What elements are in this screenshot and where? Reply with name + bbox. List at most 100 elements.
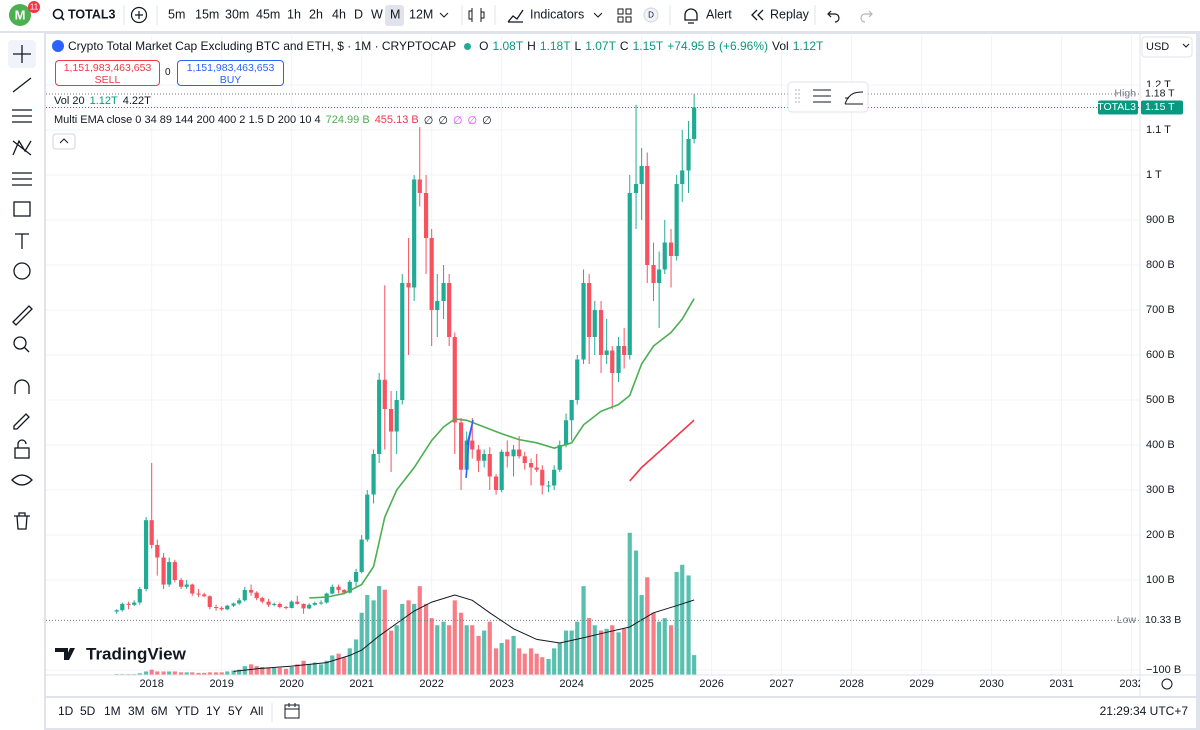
candle-body [557, 445, 562, 470]
x-tick-label: 2032 [1119, 678, 1143, 690]
price-marker-label-bg [1141, 613, 1183, 628]
symbol[interactable]: TOTAL3 [68, 7, 116, 21]
replay-icon[interactable] [751, 9, 764, 21]
collapse-legend[interactable] [52, 133, 76, 150]
candle-body [417, 179, 422, 193]
indicators-icon[interactable] [507, 9, 524, 23]
interval-button[interactable]: W [371, 7, 383, 21]
price-marker-label: 10.33 B [1145, 614, 1181, 626]
crosshair-tool[interactable] [13, 45, 31, 63]
goto-date[interactable] [284, 703, 300, 719]
alert-button[interactable]: Alert [706, 7, 732, 21]
undo[interactable] [827, 10, 840, 23]
lock-tool[interactable] [14, 447, 30, 459]
volume-bar [592, 625, 597, 675]
replay-button[interactable]: Replay [770, 7, 810, 21]
measure-tool[interactable] [12, 305, 33, 326]
candle-body [622, 345, 627, 355]
widget-data-window[interactable] [844, 91, 864, 105]
interval-button[interactable]: 12M [409, 7, 433, 21]
avatar[interactable] [9, 4, 31, 26]
range-button[interactable]: 3M [128, 704, 145, 718]
candle-body [149, 520, 154, 545]
change: +74.95 B (+6.96%) [667, 39, 768, 53]
collapse-chevron [59, 138, 69, 144]
pattern-tool[interactable] [12, 139, 32, 156]
candle-body [552, 469, 557, 486]
bottom-bar: 21:29:34 UTC+7 1D 5D 1M 3M 6M YTD 1Y 5Y All [58, 703, 1188, 722]
range-button[interactable]: 1M [104, 704, 121, 718]
currency-box[interactable] [1141, 36, 1193, 58]
compare-icon[interactable] [130, 6, 148, 24]
price-marker-name: TOTAL3 [1097, 101, 1136, 113]
candle-body [487, 454, 492, 477]
candle-body [429, 237, 434, 310]
interval-button[interactable]: 30m [225, 7, 249, 21]
range-button[interactable]: 1Y [206, 704, 221, 718]
prediction-tool[interactable] [12, 172, 32, 186]
sell-button[interactable]: 1,151,983,463,653 SELL [55, 60, 160, 86]
interval-button[interactable]: D [354, 7, 363, 21]
text-tool[interactable] [15, 233, 29, 249]
interval-button[interactable]: 1h [287, 7, 301, 21]
ema-line [629, 419, 695, 482]
indicators-chevron[interactable] [593, 12, 603, 18]
volume-bar [137, 673, 142, 675]
candle-body [202, 594, 207, 597]
x-tick-label: 2020 [279, 678, 303, 690]
interval-button[interactable]: 15m [195, 7, 219, 21]
y-tick-label: 500 B [1146, 394, 1175, 406]
shape-tool[interactable] [13, 201, 31, 217]
candle-body [347, 581, 352, 593]
candle-body [126, 603, 131, 605]
search-icon[interactable] [52, 8, 64, 20]
x-tick-label: 2019 [209, 678, 233, 690]
volume-bar [458, 612, 464, 675]
indicators-button[interactable]: Indicators [530, 7, 584, 21]
interval-button[interactable]: 2h [309, 7, 323, 21]
zoom-tool[interactable] [13, 336, 27, 350]
magnet-tool[interactable] [14, 379, 30, 394]
widget-object-tree[interactable] [813, 89, 831, 103]
range-button[interactable]: 5Y [228, 704, 243, 718]
axis-settings[interactable] [1161, 678, 1173, 690]
interval-button[interactable]: 4h [332, 7, 346, 21]
interval-button[interactable]: 5m [168, 7, 185, 21]
range-button[interactable]: All [250, 704, 263, 718]
candle-body [277, 603, 282, 608]
volume-bar [301, 660, 306, 675]
vol-label: Vol [772, 39, 789, 53]
range-button[interactable]: 1D [58, 704, 74, 718]
user-drawing[interactable] [465, 419, 474, 479]
redo[interactable] [860, 10, 873, 23]
chart-type-icon[interactable] [468, 8, 485, 22]
volume-bar [657, 621, 662, 675]
layout-icon[interactable] [617, 8, 632, 23]
currency[interactable]: USD [1146, 41, 1169, 53]
icon-tool[interactable] [13, 262, 31, 280]
range-button[interactable]: YTD [175, 704, 199, 718]
remove-tool[interactable] [14, 512, 30, 530]
ema-indicator-name: Multi EMA close 0 34 89 144 200 400 2 1.… [54, 114, 321, 126]
interval-chevron[interactable] [439, 12, 449, 18]
interval-button[interactable]: 45m [256, 7, 280, 21]
trendline-tool[interactable] [12, 77, 32, 93]
alert-icon[interactable] [684, 8, 698, 24]
candle-body [295, 601, 300, 604]
fib-tool[interactable] [12, 109, 32, 123]
volume-bar [423, 603, 429, 675]
range-button[interactable]: 6M [151, 704, 168, 718]
volume-bar [517, 648, 522, 675]
candle-body [522, 456, 527, 464]
visibility-tool[interactable] [11, 474, 33, 486]
ema-indicator-value: 455.13 B [374, 114, 419, 126]
interval-button[interactable]: M [390, 7, 400, 21]
search-icon-handle [60, 16, 65, 21]
range-button[interactable]: 5D [80, 704, 96, 718]
y-tick-label: −100 B [1146, 664, 1181, 676]
candle-body [307, 604, 312, 609]
drawing-mode-tool[interactable] [13, 413, 30, 430]
buy-button[interactable]: 1,151,983,463,653 BUY [177, 60, 284, 86]
volume-bar [552, 648, 557, 675]
layout-badge[interactable]: D [648, 11, 654, 20]
